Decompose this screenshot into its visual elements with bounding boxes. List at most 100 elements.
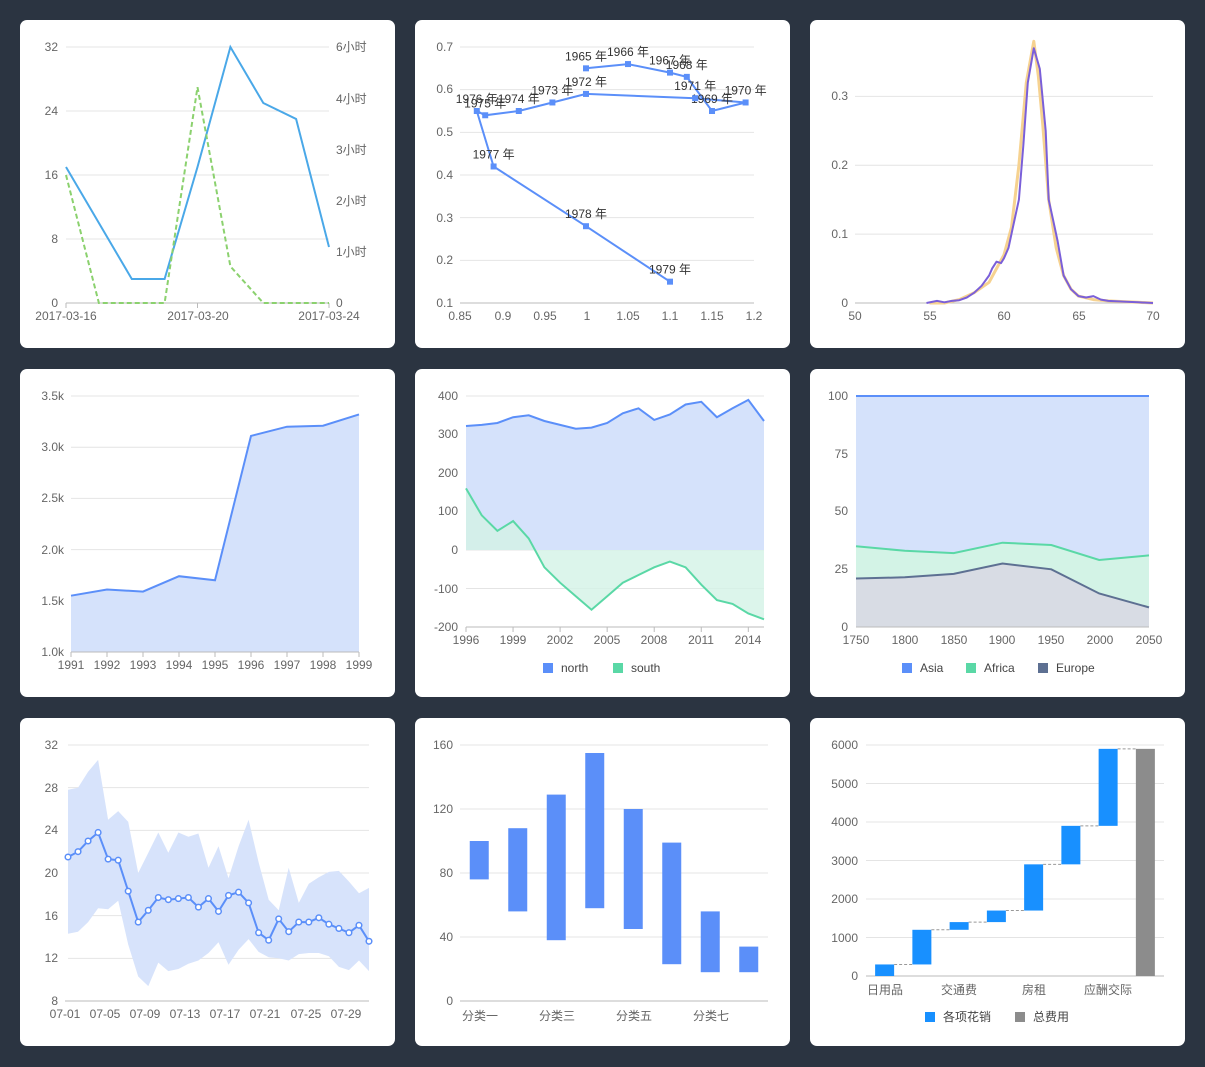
y-tick-label: 24 — [45, 823, 59, 837]
y-tick-label: 5000 — [831, 777, 858, 791]
y-right-tick-label: 0 — [336, 296, 343, 310]
data-point — [355, 921, 363, 929]
chart-card-range-band-line: 8 12 16 20 24 28 32 07-01 07-05 07-09 07… — [20, 718, 395, 1046]
x-tick-label: 2000 — [1087, 633, 1114, 647]
x-tick-label: 1.1 — [662, 309, 679, 323]
x-tick-label: 2011 — [688, 633, 714, 647]
x-tick-label: 1 — [584, 309, 591, 323]
x-tick-label: 60 — [997, 309, 1011, 323]
y-right-tick-label: 4小时 — [336, 92, 367, 106]
x-tick-label: 2005 — [594, 633, 621, 647]
x-tick-label: 55 — [923, 309, 937, 323]
data-point — [742, 99, 749, 106]
data-point — [245, 899, 253, 907]
data-point — [692, 95, 699, 102]
x-tick-label: 分类三 — [539, 1009, 575, 1023]
x-tick-label: 65 — [1072, 309, 1086, 323]
legend-item-europe[interactable]: Europe — [1038, 661, 1095, 675]
y-tick-label: 0.1 — [436, 296, 453, 310]
legend-item-expense[interactable]: 各项花销 — [925, 1009, 991, 1024]
data-point — [255, 929, 263, 937]
data-point — [625, 61, 631, 68]
data-point — [94, 828, 102, 837]
range-bar — [546, 794, 566, 941]
x-tick-label: 分类七 — [693, 1009, 729, 1023]
data-point — [325, 920, 333, 928]
x-tick-label: 应酬交际 — [1084, 982, 1132, 997]
expense-bar — [1098, 748, 1118, 826]
chart-card-range-bars: 0 40 80 120 160 分类一 分类三 分类五 分类七 — [415, 718, 790, 1046]
y-tick-label: 0.1 — [831, 227, 848, 241]
chart-card-area: 1.0k 1.5k 2.0k 2.5k 3.0k 3.5k 1991 1992 … — [20, 369, 395, 697]
y-left-tick-label: 24 — [45, 104, 59, 118]
legend-marker-total — [1015, 1012, 1025, 1022]
area-line — [70, 413, 360, 597]
point-label: 1967 年 — [649, 54, 691, 68]
density-line — [929, 39, 1154, 305]
range-bar-chart: 0 40 80 120 160 分类一 分类三 分类五 分类七 — [433, 738, 768, 1023]
data-point — [164, 896, 172, 904]
y-right-tick-label: 2小时 — [336, 194, 367, 208]
legend-item-africa[interactable]: Africa — [966, 661, 1015, 675]
x-tick-label: 1992 — [94, 658, 121, 672]
range-bar — [469, 841, 489, 880]
y-tick-label: 1.0k — [41, 645, 65, 659]
x-tick-label: 07-09 — [130, 1007, 161, 1021]
waterfall-chart: 0 1000 2000 3000 4000 5000 6000 日用品 交通费 … — [831, 738, 1164, 1024]
data-point — [549, 99, 556, 106]
data-point — [265, 936, 273, 944]
y-tick-label: 0.3 — [436, 211, 453, 225]
x-tick-labels: 50 55 60 65 70 — [848, 309, 1160, 323]
y-tick-label: 0 — [446, 994, 453, 1008]
x-tick-labels: 07-01 07-05 07-09 07-13 07-17 07-21 07-2… — [50, 1007, 362, 1021]
x-tick-label: 1950 — [1038, 633, 1065, 647]
total-bar — [1135, 748, 1155, 976]
point-label: 1965 年 — [565, 49, 607, 63]
point-label: 1978 年 — [565, 207, 607, 221]
x-tick-label: 07-29 — [331, 1007, 362, 1021]
x-tick-label: 07-17 — [210, 1007, 241, 1021]
legend-label-europe: Europe — [1056, 661, 1095, 675]
range-bar — [585, 753, 605, 909]
x-tick-label: 07-05 — [90, 1007, 121, 1021]
data-point — [583, 65, 589, 72]
y-tick-label: 0.5 — [436, 125, 453, 139]
legend-item-total[interactable]: 总费用 — [1015, 1010, 1069, 1024]
legend-item-asia[interactable]: Asia — [902, 661, 944, 675]
y-tick-labels: 0 40 80 120 160 — [433, 738, 453, 1008]
point-label: 1973 年 — [531, 83, 573, 97]
north-area-fill — [466, 399, 764, 550]
x-tick-label: 2017-03-16 — [35, 309, 97, 323]
stack-area-fill — [856, 563, 1149, 627]
x-tick-label: 2017-03-24 — [298, 309, 360, 323]
point-label: 1976 年 — [456, 92, 498, 106]
x-tick-label: 1800 — [892, 633, 919, 647]
legend-item-south[interactable]: south — [613, 661, 660, 675]
legend-label-africa: Africa — [984, 661, 1015, 675]
expense-bar — [912, 929, 932, 965]
y-tick-label: 300 — [438, 427, 458, 441]
y-tick-label: 2.0k — [41, 543, 65, 557]
legend-item-north[interactable]: north — [543, 661, 588, 675]
chart-card-north-south-area: -200 -100 0 100 200 300 400 1996 1999 20… — [415, 369, 790, 697]
data-point — [154, 893, 162, 902]
x-tick-label: 1750 — [843, 633, 870, 647]
percent-area-chart: 0 25 50 75 100 1750 1800 1850 1900 1950 … — [828, 389, 1163, 675]
y-tick-label: 1.5k — [41, 594, 65, 608]
y-left-tick-label: 8 — [51, 232, 58, 246]
y-tick-label: 8 — [51, 994, 58, 1008]
data-point — [515, 108, 522, 114]
x-tick-label: 房租 — [1022, 982, 1046, 997]
north-south-area-chart: -200 -100 0 100 200 300 400 1996 1999 20… — [434, 389, 765, 675]
x-tick-label: 1.2 — [746, 309, 763, 323]
legend-label-north: north — [561, 661, 588, 675]
x-tick-label: 2002 — [547, 633, 574, 647]
x-tick-label: 2017-03-20 — [167, 309, 229, 323]
south-area-fill — [466, 488, 764, 620]
y-tick-label: 3000 — [831, 854, 858, 868]
point-label: 1979 年 — [649, 263, 691, 277]
legend-marker-africa — [966, 663, 976, 673]
y-tick-label: 0.3 — [831, 89, 848, 103]
legend-marker-north — [543, 663, 553, 673]
data-point — [305, 918, 313, 926]
